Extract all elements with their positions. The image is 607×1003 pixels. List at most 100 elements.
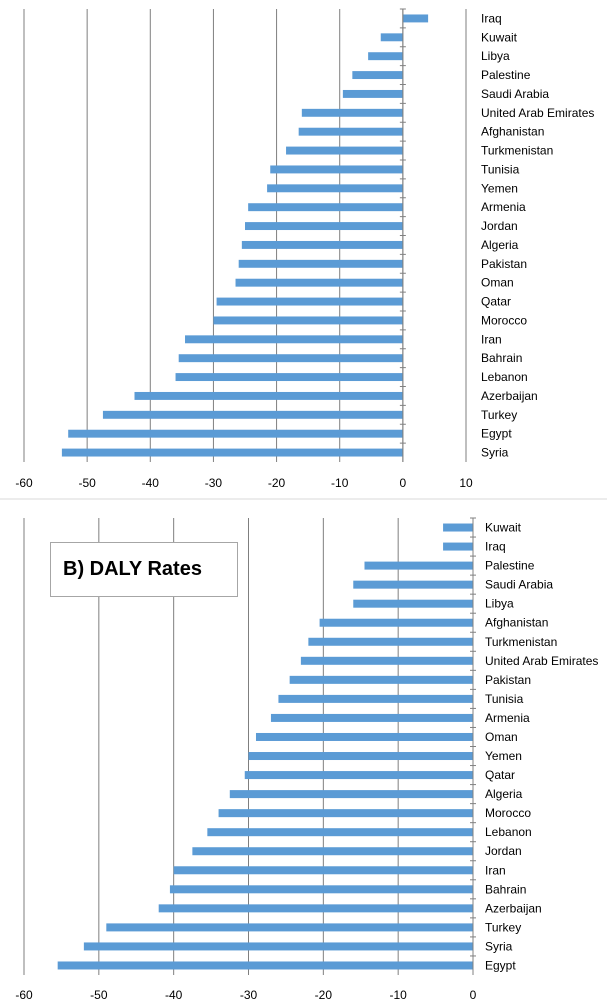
bar-b-20	[158, 904, 473, 913]
bar-a-22	[68, 429, 403, 438]
category-label-b-1: Iraq	[485, 540, 506, 554]
bar-a-14	[235, 278, 403, 287]
bar-b-8	[289, 675, 473, 684]
bar-a-20	[134, 391, 403, 400]
category-label-b-8: Pakistan	[485, 673, 531, 687]
category-label-b-20: Azerbaijan	[485, 901, 542, 915]
bar-a-4	[342, 89, 403, 98]
category-label-a-2: Libya	[481, 49, 510, 63]
category-label-b-16: Lebanon	[485, 825, 532, 839]
panel-b-title: B) DALY Rates	[63, 558, 202, 580]
panel-b-title-box: B) DALY Rates	[50, 542, 238, 597]
category-label-b-19: Bahrain	[485, 882, 526, 896]
bar-a-19	[175, 373, 403, 382]
category-label-b-2: Palestine	[485, 559, 535, 573]
bar-a-12	[241, 240, 403, 249]
category-label-a-0: Iraq	[481, 11, 502, 25]
bar-a-7	[286, 146, 403, 155]
category-label-b-7: United Arab Emirates	[485, 654, 598, 668]
x-tick-label-b-2: -40	[165, 988, 183, 1002]
chart-panel-a: -60 -50 -40 -30 -20 -10 0 10 Iraq Kuwait Libya Pale…	[15, 8, 594, 490]
chart-panel-b: -60 -50 -40 -30 -20 -10 0 Kuwait Iraq Palestine Sa…	[15, 517, 598, 1002]
bar-b-5	[319, 618, 473, 627]
x-tick-label-a-7: 10	[459, 476, 473, 490]
category-label-a-20: Azerbaijan	[481, 389, 538, 403]
category-label-b-11: Oman	[485, 730, 518, 744]
category-label-b-6: Turkmenistan	[485, 635, 557, 649]
category-label-a-15: Qatar	[481, 295, 511, 309]
bar-a-1	[380, 33, 403, 42]
category-label-b-22: Syria	[485, 939, 513, 953]
category-label-b-5: Afghanistan	[485, 616, 548, 630]
category-label-b-9: Tunisia	[485, 692, 524, 706]
bar-b-14	[229, 790, 473, 799]
bar-b-1	[443, 542, 473, 551]
bar-a-17	[185, 335, 403, 344]
category-label-b-14: Algeria	[485, 787, 523, 801]
bar-a-18	[178, 354, 403, 363]
bar-b-18	[173, 866, 473, 875]
bar-b-13	[244, 771, 473, 780]
bar-a-6	[298, 127, 403, 136]
bar-b-16	[207, 828, 473, 837]
category-label-a-4: Saudi Arabia	[481, 87, 549, 101]
category-label-a-9: Yemen	[481, 181, 518, 195]
bar-b-15	[218, 809, 473, 818]
bar-b-9	[278, 694, 473, 703]
category-label-b-0: Kuwait	[485, 521, 522, 535]
x-tick-label-a-1: -50	[78, 476, 96, 490]
category-label-b-18: Iran	[485, 863, 506, 877]
bar-b-3	[353, 580, 473, 589]
bar-b-22	[83, 942, 473, 951]
bar-b-21	[106, 923, 474, 932]
category-label-a-13: Pakistan	[481, 257, 527, 271]
category-label-a-14: Oman	[481, 276, 514, 290]
bar-a-3	[352, 71, 403, 80]
bar-b-12	[248, 752, 473, 761]
x-tick-label-b-0: -60	[15, 988, 33, 1002]
category-label-b-17: Jordan	[485, 844, 522, 858]
bar-a-21	[102, 410, 403, 419]
category-label-a-8: Tunisia	[481, 162, 520, 176]
bar-a-5	[301, 108, 403, 117]
bar-a-2	[368, 52, 403, 61]
bar-a-16	[213, 316, 403, 325]
bar-a-9	[267, 184, 403, 193]
category-label-b-4: Libya	[485, 597, 514, 611]
category-label-a-6: Afghanistan	[481, 125, 544, 139]
category-label-a-23: Syria	[481, 446, 509, 460]
category-label-a-16: Morocco	[481, 313, 527, 327]
x-tick-label-a-6: 0	[400, 476, 407, 490]
category-label-b-12: Yemen	[485, 749, 522, 763]
bar-a-11	[245, 222, 403, 231]
bar-b-2	[364, 561, 473, 570]
category-label-b-10: Armenia	[485, 711, 530, 725]
bar-b-19	[169, 885, 474, 894]
category-label-b-3: Saudi Arabia	[485, 578, 553, 592]
x-tick-label-a-4: -20	[268, 476, 286, 490]
category-label-a-10: Armenia	[481, 200, 526, 214]
category-label-a-22: Egypt	[481, 427, 512, 441]
bar-b-10	[270, 713, 473, 722]
x-tick-label-a-5: -10	[331, 476, 349, 490]
category-label-a-17: Iran	[481, 332, 502, 346]
category-label-a-18: Bahrain	[481, 351, 522, 365]
category-label-a-11: Jordan	[481, 219, 518, 233]
bar-b-17	[192, 847, 473, 856]
category-label-a-12: Algeria	[481, 238, 519, 252]
x-tick-label-b-5: -10	[389, 988, 407, 1002]
bar-b-7	[300, 656, 473, 665]
x-tick-label-a-0: -60	[15, 476, 33, 490]
bar-b-0	[443, 523, 473, 532]
category-label-a-1: Kuwait	[481, 30, 518, 44]
x-tick-label-a-2: -40	[142, 476, 160, 490]
category-label-a-5: United Arab Emirates	[481, 106, 594, 120]
category-label-a-7: Turkmenistan	[481, 144, 553, 158]
category-label-a-21: Turkey	[481, 408, 517, 422]
bar-b-6	[308, 637, 473, 646]
bar-b-23	[57, 961, 474, 970]
bar-b-4	[353, 599, 473, 608]
x-tick-label-b-4: -20	[315, 988, 333, 1002]
bar-a-10	[248, 203, 403, 212]
